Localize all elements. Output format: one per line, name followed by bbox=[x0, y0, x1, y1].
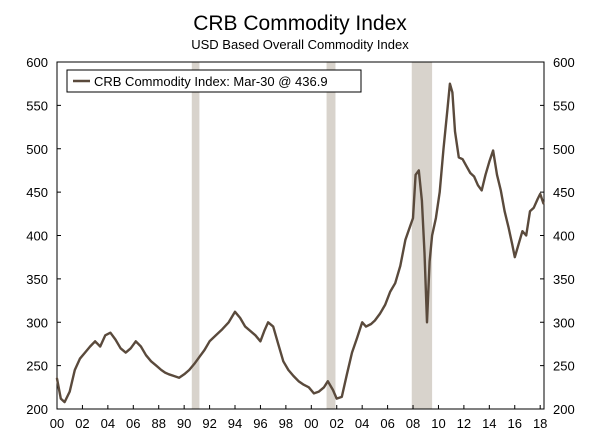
y-tick-label-left: 250 bbox=[26, 359, 48, 374]
x-tick-label: 06 bbox=[126, 416, 140, 431]
x-tick-label: 94 bbox=[228, 416, 242, 431]
y-tick-label-left: 350 bbox=[26, 272, 48, 287]
x-tick-label: 96 bbox=[253, 416, 267, 431]
legend-label: CRB Commodity Index: Mar-30 @ 436.9 bbox=[94, 74, 328, 89]
y-tick-label-left: 550 bbox=[26, 98, 48, 113]
x-tick-label: 04 bbox=[101, 416, 115, 431]
x-tick-label: 16 bbox=[508, 416, 522, 431]
y-tick-label-right: 500 bbox=[553, 142, 575, 157]
recession-bands bbox=[191, 62, 433, 409]
legend-box bbox=[66, 69, 362, 93]
x-tick-label: 00 bbox=[304, 416, 318, 431]
x-tick-label: 10 bbox=[431, 416, 445, 431]
y-tick-label-right: 200 bbox=[553, 402, 575, 417]
chart-title: CRB Commodity Index bbox=[193, 12, 407, 35]
y-tick-label-left: 500 bbox=[26, 142, 48, 157]
x-tick-label: 12 bbox=[457, 416, 471, 431]
x-tick-label: 02 bbox=[75, 416, 89, 431]
y-tick-label-left: 600 bbox=[26, 55, 48, 70]
x-tick-label: 98 bbox=[279, 416, 293, 431]
x-tick-label: 92 bbox=[202, 416, 216, 431]
y-tick-label-right: 550 bbox=[553, 98, 575, 113]
x-tick-label: 04 bbox=[355, 416, 369, 431]
recession-band-1 bbox=[191, 62, 200, 409]
plot-frame bbox=[56, 61, 545, 410]
y-tick-label-left: 400 bbox=[26, 229, 48, 244]
chart-subtitle: USD Based Overall Commodity Index bbox=[191, 37, 409, 52]
y-tick-label-right: 400 bbox=[553, 229, 575, 244]
y-tick-label-right: 250 bbox=[553, 359, 575, 374]
axis-ticks: 00 02 04 06 88 90 92 94 96 98 00 02 04 06 08 10 12 14 16 18… bbox=[26, 55, 574, 431]
x-tick-label: 88 bbox=[151, 416, 165, 431]
y-tick-label-right: 350 bbox=[553, 272, 575, 287]
x-tick-label: 02 bbox=[330, 416, 344, 431]
y-tick-label-left: 200 bbox=[26, 402, 48, 417]
legend: CRB Commodity Index: Mar-30 @ 436.9 bbox=[66, 69, 362, 93]
x-tick-label: 08 bbox=[406, 416, 420, 431]
y-tick-label-right: 300 bbox=[553, 315, 575, 330]
x-tick-label: 06 bbox=[380, 416, 394, 431]
y-tick-label-right: 450 bbox=[553, 185, 575, 200]
x-tick-label: 18 bbox=[533, 416, 547, 431]
recession-band-2 bbox=[326, 62, 336, 409]
crb-index-series-line bbox=[55, 82, 545, 404]
y-tick-label-left: 300 bbox=[26, 315, 48, 330]
x-tick-label: 00 bbox=[50, 416, 64, 431]
x-tick-label: 90 bbox=[177, 416, 191, 431]
recession-band-3 bbox=[411, 62, 433, 409]
y-tick-label-left: 450 bbox=[26, 185, 48, 200]
y-tick-label-right: 600 bbox=[553, 55, 575, 70]
x-tick-label: 14 bbox=[482, 416, 496, 431]
